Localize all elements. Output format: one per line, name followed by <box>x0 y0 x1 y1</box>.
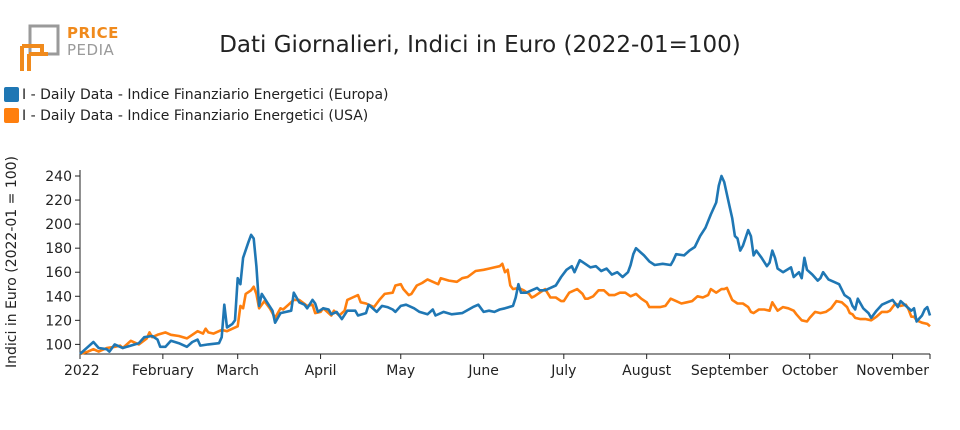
x-tick-label: October <box>782 363 838 379</box>
x-tick-label: 2022 <box>64 363 100 379</box>
logo-text-pedia: PEDIA <box>67 41 115 59</box>
y-tick-label: 140 <box>45 289 72 305</box>
x-tick-label: May <box>386 363 415 379</box>
legend-item-usa[interactable]: I - Daily Data - Indice Finanziario Ener… <box>4 105 388 126</box>
x-tick-label: September <box>691 363 769 379</box>
x-tick-label: February <box>132 363 194 379</box>
x-tick-label: November <box>856 363 929 379</box>
chart-legend: I - Daily Data - Indice Finanziario Ener… <box>4 84 388 126</box>
x-tick-label: July <box>550 363 576 379</box>
legend-label-usa: I - Daily Data - Indice Finanziario Ener… <box>22 107 369 124</box>
chart-title: Dati Giornalieri, Indici in Euro (2022-0… <box>219 32 741 58</box>
y-tick-label: 160 <box>45 265 72 281</box>
y-tick-label: 240 <box>45 169 72 185</box>
series-lines <box>79 174 932 356</box>
legend-swatch-usa <box>4 108 19 123</box>
y-tick-label: 200 <box>45 217 72 233</box>
x-tick-label: June <box>467 363 499 379</box>
series-line-europa <box>79 174 932 355</box>
x-tick-label: April <box>305 363 337 379</box>
y-axis: 100 120 140 160 180 200 220 240 <box>45 169 81 354</box>
legend-item-europa[interactable]: I - Daily Data - Indice Finanziario Ener… <box>4 84 388 105</box>
x-tick-label: March <box>216 363 259 379</box>
logo-mark-icon <box>20 24 60 71</box>
x-axis: 2022 February March April May June July August S… <box>64 353 931 379</box>
y-tick-label: 180 <box>45 241 72 257</box>
legend-swatch-europa <box>4 87 19 102</box>
y-tick-label: 100 <box>45 337 72 353</box>
y-tick-label: 120 <box>45 313 72 329</box>
x-tick-label: August <box>622 363 672 379</box>
y-axis-label: Indici in Euro (2022-01 = 100) <box>4 156 20 368</box>
legend-label-europa: I - Daily Data - Indice Finanziario Ener… <box>22 86 389 103</box>
logo-text-price: PRICE <box>67 24 119 42</box>
pricepedia-logo: PRICE PEDIA <box>20 24 130 74</box>
y-tick-label: 220 <box>45 193 72 209</box>
